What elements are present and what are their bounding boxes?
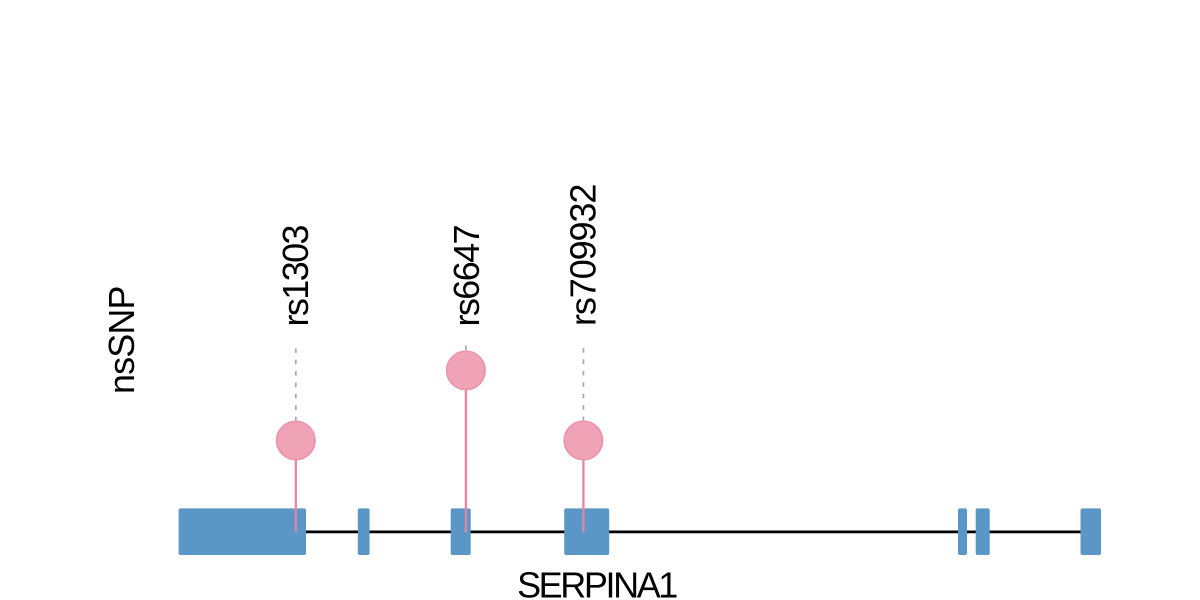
svg-text:rs6647: rs6647 — [446, 225, 487, 326]
svg-text:nsSNP: nsSNP — [101, 286, 142, 394]
svg-text:rs1303: rs1303 — [275, 225, 316, 326]
svg-text:rs709932: rs709932 — [562, 185, 603, 326]
svg-text:SERPINA1: SERPINA1 — [517, 565, 677, 600]
